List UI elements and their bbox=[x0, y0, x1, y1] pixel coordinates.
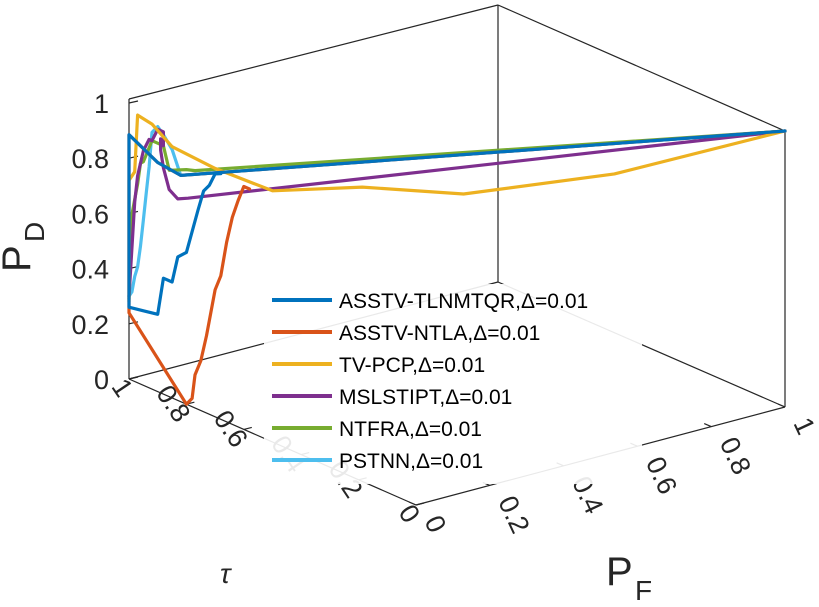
legend-label: ASSTV-NTLA,Δ=0.01 bbox=[339, 322, 540, 345]
x-tick-label: 0.8 bbox=[714, 432, 757, 479]
y-tick-mark bbox=[415, 502, 425, 506]
x-tick-mark bbox=[777, 403, 786, 408]
z-axis-label: P D bbox=[0, 222, 50, 272]
back-wall-top-right bbox=[497, 4, 786, 132]
legend-label: NTFRA,Δ=0.01 bbox=[339, 418, 482, 441]
y-axis-label: τ bbox=[220, 558, 232, 589]
legend: ASSTV-TLNMTQR,Δ=0.01 ASSTV-NTLA,Δ=0.01 TV-… bbox=[264, 284, 642, 484]
z-axis-label-sub: D bbox=[19, 222, 50, 242]
x-tick-mark bbox=[703, 423, 712, 428]
x-tick-label: 0.2 bbox=[492, 491, 535, 538]
legend-label: MSLSTIPT,Δ=0.01 bbox=[339, 386, 512, 409]
series-line-mslstipt bbox=[127, 127, 787, 298]
series-line-asstv-tlnmtqr bbox=[127, 129, 787, 316]
y-tick-label: 0.8 bbox=[150, 380, 196, 428]
z-axis-label-main: P bbox=[0, 245, 39, 272]
z-tick-label: 0.8 bbox=[71, 144, 109, 174]
z-tick-label: 0.2 bbox=[71, 310, 109, 340]
x-tick-mark bbox=[408, 501, 417, 506]
z-tick-mark bbox=[128, 100, 139, 104]
series-line-tv-pcp bbox=[127, 113, 787, 304]
legend-label: PSTNN,Δ=0.01 bbox=[339, 450, 483, 473]
x-axis-label-main: P bbox=[606, 550, 633, 594]
legend-items: ASSTV-TLNMTQR,Δ=0.01 ASSTV-NTLA,Δ=0.01 TV-… bbox=[272, 290, 588, 473]
legend-label: TV-PCP,Δ=0.01 bbox=[339, 354, 485, 377]
y-tick-label: 1 bbox=[106, 373, 139, 402]
legend-box bbox=[264, 284, 642, 484]
x-tick-label: 0.6 bbox=[640, 452, 683, 499]
z-tick-label: 0.4 bbox=[71, 255, 109, 285]
x-axis-label-sub: F bbox=[635, 575, 652, 606]
y-tick-mark bbox=[243, 426, 252, 430]
x-axis-label: P F bbox=[606, 550, 652, 606]
y-tick-label: 0.6 bbox=[208, 405, 254, 453]
y-tick-mark bbox=[128, 376, 138, 380]
back-wall-top-left bbox=[128, 4, 499, 100]
series-lines bbox=[127, 113, 787, 406]
z-tick-label: 0.6 bbox=[71, 199, 109, 229]
x-tick-label: 0 bbox=[419, 511, 453, 537]
x-tick-label: 1 bbox=[788, 413, 819, 439]
legend-label: ASSTV-TLNMTQR,Δ=0.01 bbox=[339, 290, 588, 313]
z-tick-label: 1 bbox=[94, 89, 109, 119]
z-tick-label: 0 bbox=[94, 365, 109, 395]
